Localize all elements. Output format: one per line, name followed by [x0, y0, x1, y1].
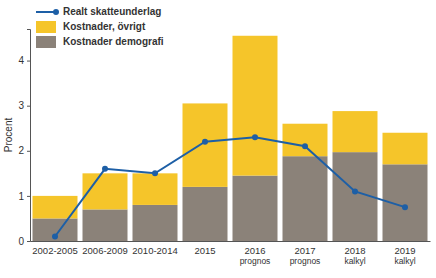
y-tick-label: 4 — [18, 55, 24, 66]
bar — [383, 133, 428, 165]
y-tick-mark — [27, 241, 30, 242]
bar — [233, 176, 278, 241]
bar — [183, 187, 228, 241]
y-tick: 0 — [18, 236, 30, 247]
y-tick-mark — [27, 196, 30, 197]
legend-swatch — [36, 21, 56, 33]
marks — [33, 36, 428, 241]
x-tick-label: 2017prognos — [290, 245, 321, 266]
marker — [252, 134, 258, 140]
x-tick: 2017prognos — [290, 245, 321, 266]
marker — [52, 233, 58, 239]
y-tick-label: 1 — [18, 191, 24, 202]
y-tick-label: 2 — [18, 145, 24, 156]
y-tick-label: 3 — [18, 100, 24, 111]
y-tick: 4 — [18, 55, 30, 66]
x-tick: 2018kalkyl — [344, 245, 365, 266]
bar — [333, 111, 378, 152]
x-tick: 2006-2009 — [82, 245, 127, 256]
legend-swatch — [36, 36, 56, 48]
bar — [233, 36, 278, 176]
x-tick-label-line: 2017 — [294, 245, 315, 256]
x-tick: 2015 — [194, 245, 215, 256]
x-tick-label: 2006-2009 — [82, 245, 127, 256]
legend-label: Kostnader demografi — [63, 36, 164, 47]
x-tick-label: 2015 — [194, 245, 215, 256]
y-axis: 0 1 2 3 4 — [18, 30, 30, 247]
legend-item: Kostnader demografi — [36, 36, 164, 48]
y-tick: 2 — [18, 145, 30, 156]
x-tick-label-line: kalkyl — [394, 256, 415, 266]
bar — [283, 124, 328, 156]
bar — [133, 173, 178, 205]
bar — [33, 218, 78, 241]
y-tick-mark — [27, 151, 30, 152]
y-tick-mark — [27, 106, 30, 107]
legend: Realt skatteunderlag Kostnader, övrigt Kos… — [36, 6, 164, 48]
x-tick-label-line: 2018 — [344, 245, 365, 256]
x-tick-label-line: prognos — [290, 256, 321, 266]
y-tick: 1 — [18, 191, 30, 202]
y-axis-title: Procent — [3, 118, 14, 153]
marker — [302, 143, 308, 149]
legend-item: Kostnader, övrigt — [36, 21, 146, 33]
x-tick-label: 2019kalkyl — [394, 245, 415, 266]
chart: 0 1 2 3 4 2002-2005 2006-2009 2010-2014 2015 2016… — [0, 0, 436, 278]
x-tick: 2016prognos — [240, 245, 271, 266]
bar — [183, 103, 228, 186]
legend-marker — [53, 9, 59, 15]
bar — [283, 156, 328, 241]
x-tick-label: 2016prognos — [240, 245, 271, 266]
marker — [402, 204, 408, 210]
x-axis-line — [31, 241, 431, 242]
marker — [102, 166, 108, 172]
y-axis-line — [27, 30, 31, 242]
x-tick-label-line: 2019 — [394, 245, 415, 256]
legend-item: Realt skatteunderlag — [36, 6, 161, 17]
bar — [133, 205, 178, 241]
x-tick-label: 2018kalkyl — [344, 245, 365, 266]
x-tick-label: 2010-2014 — [132, 245, 177, 256]
y-tick-label: 0 — [18, 236, 24, 247]
legend-label: Realt skatteunderlag — [63, 6, 161, 17]
x-tick: 2010-2014 — [132, 245, 177, 256]
legend-label: Kostnader, övrigt — [63, 21, 146, 32]
line — [55, 137, 405, 236]
bar — [83, 209, 128, 241]
x-tick-label-line: kalkyl — [344, 256, 365, 266]
marker — [202, 139, 208, 145]
y-tick-mark — [27, 61, 30, 62]
y-tick: 3 — [18, 100, 30, 111]
x-tick-label: 2002-2005 — [32, 245, 77, 256]
x-tick: 2002-2005 — [32, 245, 77, 256]
marker — [352, 188, 358, 194]
x-axis: 2002-20052006-20092010-201420152016progn… — [31, 242, 431, 266]
x-tick: 2019kalkyl — [394, 245, 415, 266]
marker — [152, 170, 158, 176]
x-tick-label-line: 2016 — [244, 245, 265, 256]
x-tick-label-line: prognos — [240, 256, 271, 266]
